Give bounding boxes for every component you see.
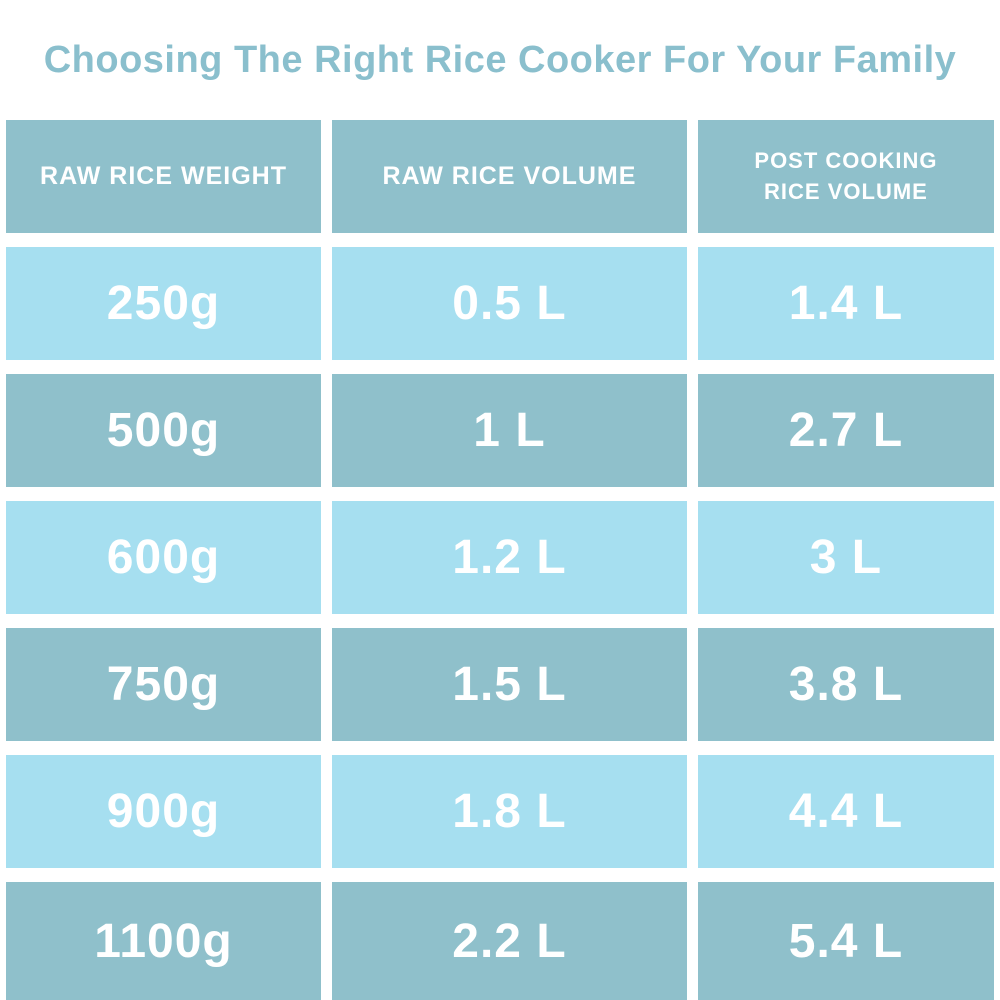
table-cell-cooked-volume-row1: 1.4 L bbox=[697, 247, 994, 360]
table-cell-raw-volume-row5: 1.8 L bbox=[332, 755, 687, 868]
table-cell-cooked-volume-row5: 4.4 L bbox=[697, 755, 994, 868]
table-cell-raw-volume-row4: 1.5 L bbox=[332, 628, 687, 741]
table-cell-cooked-volume-row4: 3.8 L bbox=[697, 628, 994, 741]
table-cell-weight-row2: 500g bbox=[6, 374, 322, 487]
table-cell-weight-row3: 600g bbox=[6, 501, 322, 614]
table-cell-cooked-volume-row6: 5.4 L bbox=[697, 882, 994, 1000]
table-cell-raw-volume-row6: 2.2 L bbox=[332, 882, 687, 1000]
table-cell-weight-row4: 750g bbox=[6, 628, 322, 741]
table-cell-raw-volume-row1: 0.5 L bbox=[332, 247, 687, 360]
header-cell-raw-rice-volume: RAW RICE VOLUME bbox=[332, 120, 687, 233]
table-cell-raw-volume-row2: 1 L bbox=[332, 374, 687, 487]
page-title: Choosing The Right Rice Cooker For Your … bbox=[43, 38, 957, 81]
title-bar: Choosing The Right Rice Cooker For Your … bbox=[0, 0, 1000, 120]
table-cell-cooked-volume-row2: 2.7 L bbox=[697, 374, 994, 487]
rice-table: RAW RICE WEIGHT RAW RICE VOLUME POST COO… bbox=[6, 120, 994, 1000]
header-cell-raw-rice-weight: RAW RICE WEIGHT bbox=[6, 120, 322, 233]
table-cell-cooked-volume-row3: 3 L bbox=[697, 501, 994, 614]
header-cell-post-cooking-rice-volume: POST COOKING RICE VOLUME bbox=[697, 120, 994, 233]
table-cell-weight-row1: 250g bbox=[6, 247, 322, 360]
table-cell-raw-volume-row3: 1.2 L bbox=[332, 501, 687, 614]
table-cell-weight-row5: 900g bbox=[6, 755, 322, 868]
table-cell-weight-row6: 1100g bbox=[6, 882, 322, 1000]
